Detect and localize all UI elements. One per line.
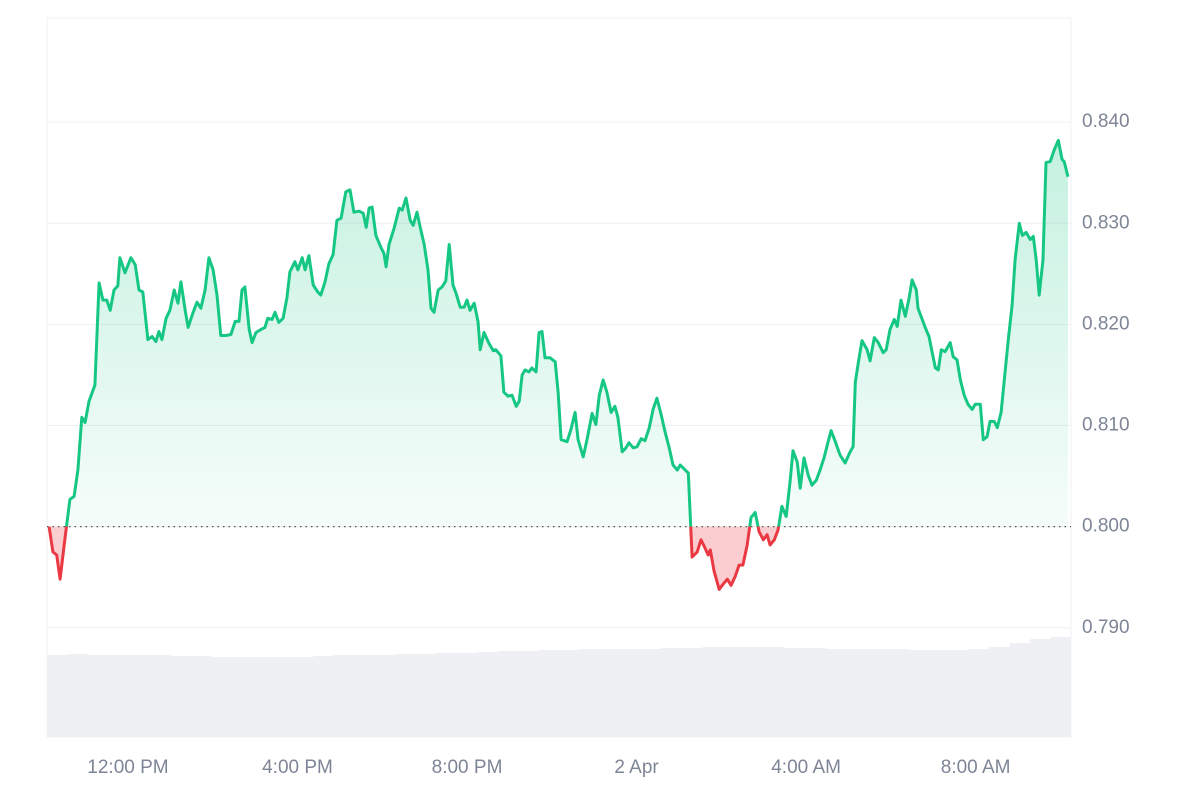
volume-bar bbox=[1009, 643, 1031, 737]
y-tick-label: 0.840 bbox=[1082, 111, 1130, 132]
volume-bar bbox=[67, 654, 89, 737]
volume-bar bbox=[251, 657, 273, 737]
volume-bar bbox=[968, 649, 990, 737]
volume-bar bbox=[763, 647, 785, 737]
volume-bar bbox=[620, 649, 642, 737]
volume-bar bbox=[702, 647, 724, 737]
volume-bar bbox=[989, 647, 1011, 737]
price-line bbox=[47, 138, 1070, 591]
x-tick-label: 4:00 PM bbox=[262, 757, 333, 778]
y-tick-label: 0.820 bbox=[1082, 313, 1130, 334]
volume-bar bbox=[784, 648, 806, 737]
x-tick-label: 8:00 AM bbox=[941, 757, 1011, 778]
volume-bar bbox=[456, 653, 478, 737]
x-tick-label: 2 Apr bbox=[614, 757, 659, 778]
volume-bar bbox=[825, 649, 847, 737]
volume-bar bbox=[1050, 637, 1072, 737]
area-fill bbox=[49, 140, 1069, 590]
y-tick-label: 0.810 bbox=[1082, 415, 1130, 436]
volume-bar bbox=[231, 657, 253, 737]
volume-bar bbox=[374, 655, 396, 737]
x-tick-label: 8:00 PM bbox=[432, 757, 503, 778]
volume-bar bbox=[292, 657, 314, 737]
volume-bar bbox=[436, 653, 458, 737]
volume-bar bbox=[845, 649, 867, 737]
volume-bar bbox=[395, 654, 417, 737]
volume-bar bbox=[804, 648, 826, 737]
volume-bar bbox=[149, 655, 171, 737]
volume-bar bbox=[272, 657, 294, 737]
volume-bar bbox=[1030, 639, 1052, 737]
volume-bar bbox=[907, 650, 929, 737]
volume-bar bbox=[128, 655, 150, 737]
volume-bar bbox=[333, 655, 355, 737]
y-tick-label: 0.830 bbox=[1082, 212, 1130, 233]
volume-bar bbox=[354, 655, 376, 737]
volume-bar bbox=[579, 649, 601, 737]
volume-bar bbox=[886, 649, 908, 737]
volume-bar bbox=[661, 648, 683, 737]
volume-bar bbox=[722, 647, 744, 737]
volume-bar bbox=[743, 647, 765, 737]
x-tick-label: 12:00 PM bbox=[87, 757, 168, 778]
volume-bar bbox=[210, 657, 232, 737]
volume-bar bbox=[313, 656, 335, 737]
y-tick-label: 0.790 bbox=[1082, 617, 1130, 638]
volume-bar bbox=[47, 655, 68, 737]
volume-bar bbox=[415, 654, 437, 737]
volume-bar bbox=[927, 650, 949, 737]
volume-bar bbox=[866, 649, 888, 737]
volume-bar bbox=[169, 656, 191, 737]
volume-bar bbox=[640, 649, 662, 737]
volume-bar bbox=[108, 655, 130, 737]
y-tick-label: 0.800 bbox=[1082, 516, 1130, 537]
volume-bar bbox=[477, 652, 499, 737]
volume-bar bbox=[190, 656, 212, 737]
plot-frame bbox=[46, 17, 1072, 738]
volume-bar bbox=[538, 650, 560, 737]
volume-bar bbox=[559, 650, 580, 737]
x-tick-label: 4:00 AM bbox=[771, 757, 841, 778]
volume-bar bbox=[948, 650, 970, 737]
volume-bar bbox=[87, 655, 109, 737]
volume-bar bbox=[599, 649, 621, 737]
volume-bar bbox=[681, 648, 703, 737]
volume-bar bbox=[497, 651, 519, 737]
volume-bar bbox=[518, 651, 540, 737]
